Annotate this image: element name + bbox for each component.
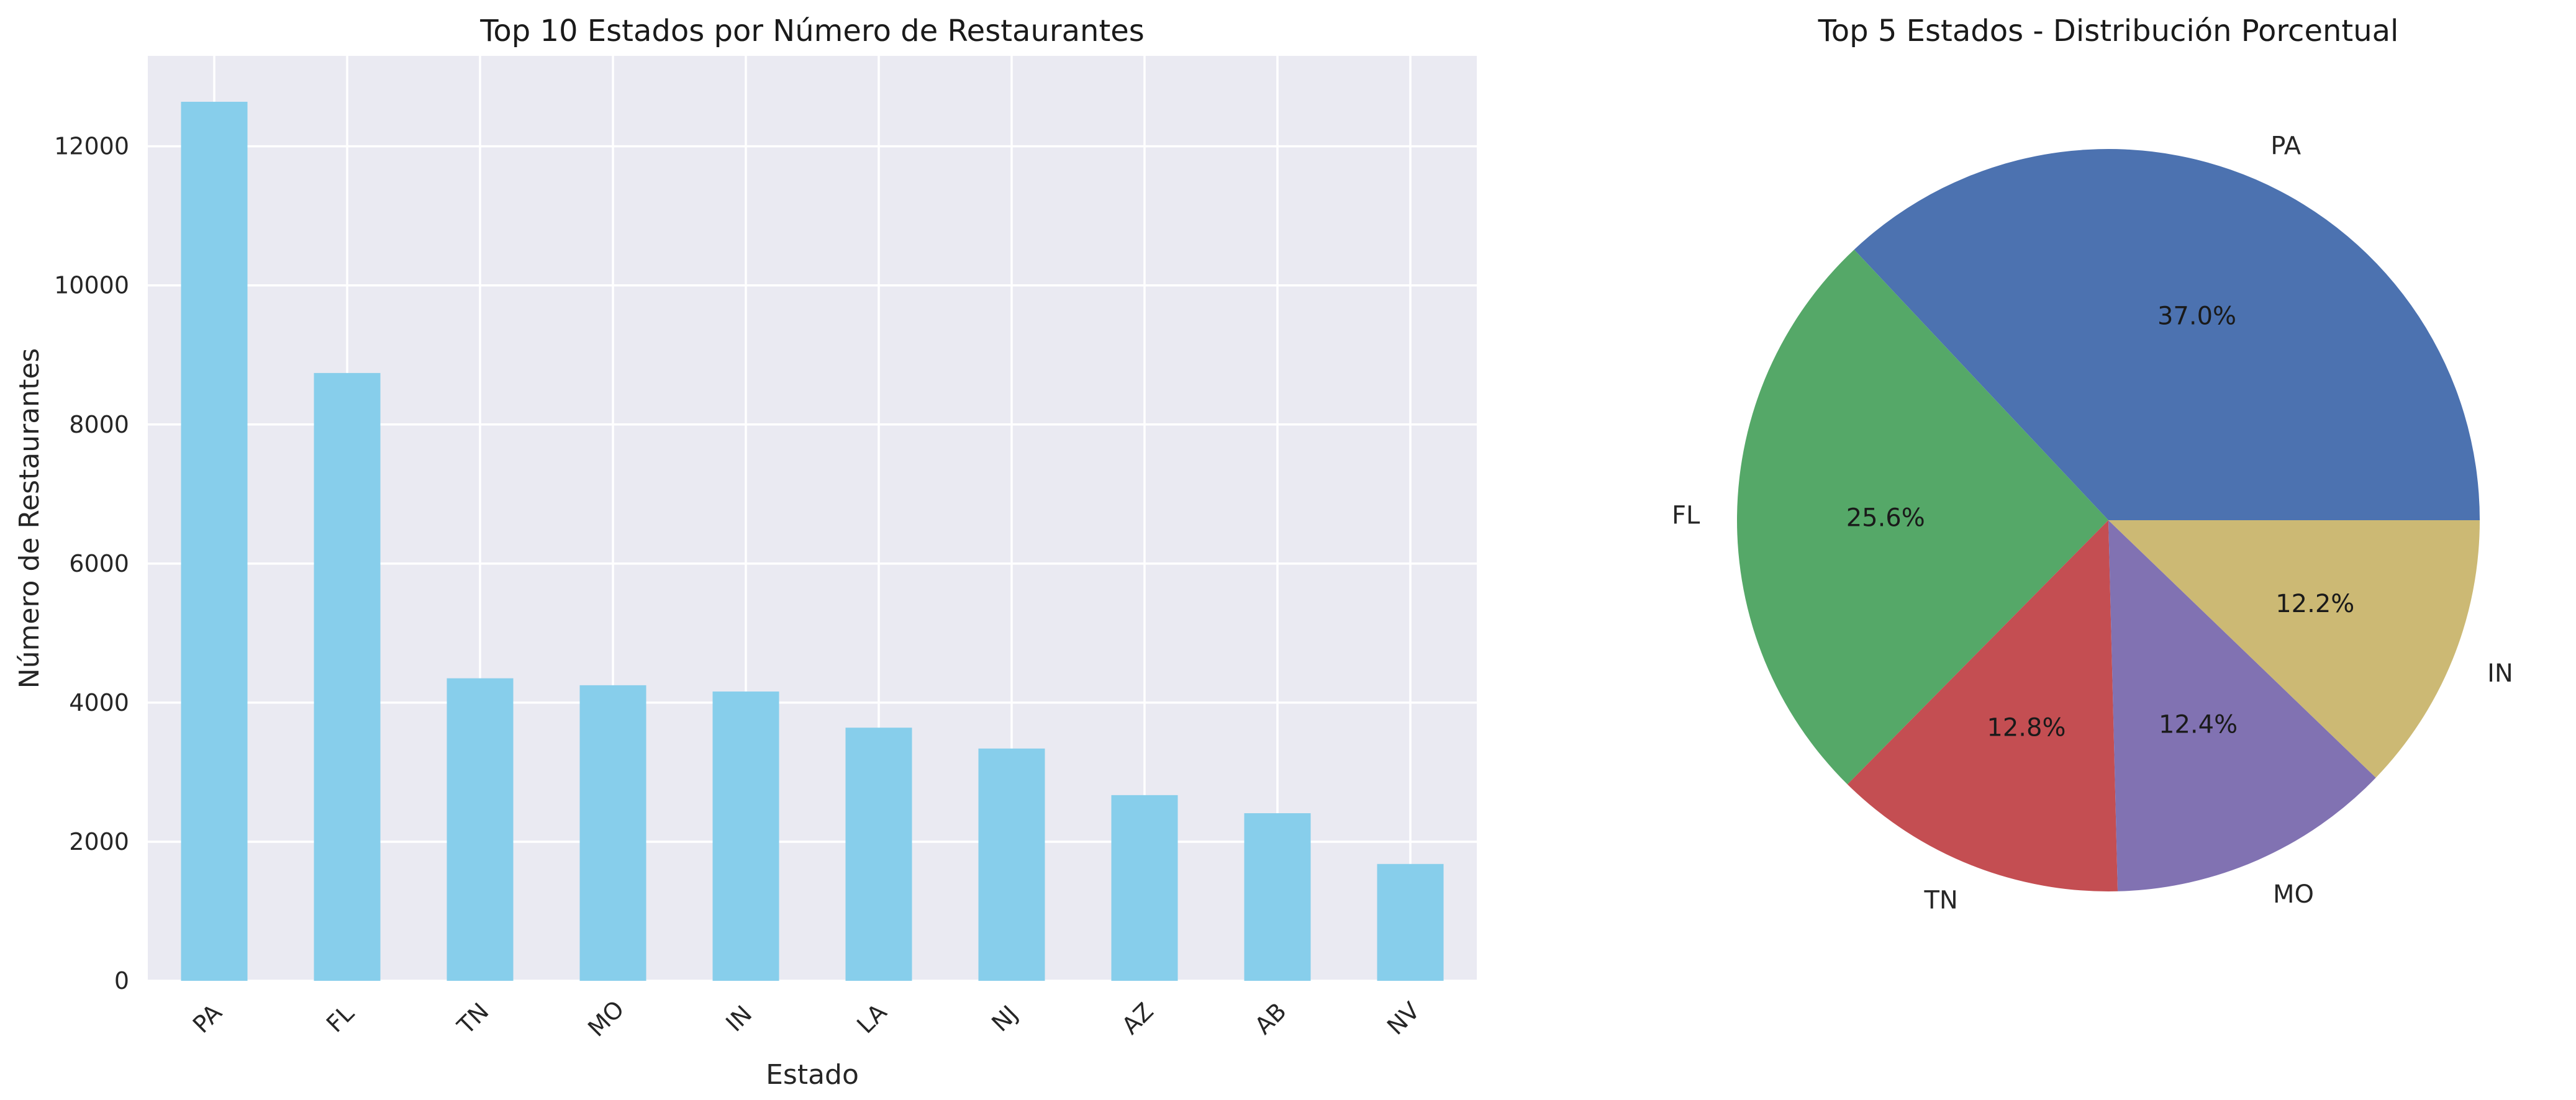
bar-pa [181,101,248,981]
pie-label: PA [2270,132,2302,160]
pie-label: FL [1672,502,1700,530]
pie-slice-tn [1847,520,2118,891]
bar-y-tick-label: 6000 [69,550,129,577]
pie-percent-label: 12.8% [1987,714,2066,742]
bar-in [712,691,779,981]
pie-slice-fl [1737,250,2108,785]
pie-percent-label: 25.6% [1846,503,1925,532]
bar-y-axis-label: Número de Restaurantes [14,348,45,689]
bar-x-tick-label: NJ [986,1000,1023,1037]
bar-x-tick-label: LA [851,998,892,1039]
bar-tn [447,678,514,981]
bar-y-tick-label: 4000 [69,689,129,716]
pie-slice-in [2108,520,2480,778]
bar-chart: 0 2000 4000 6000 8000 10000 12000 PA FL TN MO IN LA… [14,14,1477,1091]
bar-y-tick-label: 12000 [54,133,129,160]
bar-y-ticks: 0 2000 4000 6000 8000 10000 12000 [54,133,129,994]
pie-slice-pa [1854,149,2480,520]
bar-x-tick-label: IN [720,1000,757,1037]
bar-x-tick-label: FL [321,999,360,1038]
pie-percent-label: 12.2% [2275,590,2354,618]
bar-mo [579,685,646,981]
bar-y-tick-label: 0 [114,967,129,994]
pie-percent-label: 37.0% [2157,302,2236,331]
pie-chart-title: Top 5 Estados - Distribución Porcentual [1818,14,2399,48]
bar-x-tick-label: AZ [1117,998,1159,1040]
pie-label: MO [2273,880,2314,909]
pie-labels: PA 37.0% FL 25.6% TN 12.8% MO 12.4% IN 12.2% [1672,132,2513,914]
bar-la [845,728,912,981]
bar-fl [314,372,381,981]
bar-nv [1377,863,1444,981]
pie-slice-mo [2108,520,2376,891]
bar-x-tick-label: TN [451,998,494,1040]
bar-az [1111,795,1178,981]
bar-x-tick-label: MO [583,995,629,1042]
bar-x-tick-label: NV [1382,997,1425,1040]
pie-slices [1737,149,2480,891]
bar-chart-title: Top 10 Estados por Número de Restaurante… [479,14,1145,48]
bar-marks [181,101,1444,981]
bar-y-tick-label: 2000 [69,828,129,855]
bar-x-tick-label: AB [1249,998,1292,1040]
bar-ab [1244,813,1311,981]
bar-y-tick-label: 8000 [69,411,129,438]
bar-x-tick-label: PA [188,999,227,1039]
pie-chart: Top 5 Estados - Distribución Porcentual … [1672,14,2513,915]
bar-x-axis-label: Estado [766,1059,859,1091]
bar-x-ticks: PA FL TN MO IN LA NJ AZ AB NV [188,995,1425,1042]
bar-y-tick-label: 10000 [54,272,129,299]
bar-nj [978,748,1045,981]
pie-percent-label: 12.4% [2159,710,2238,739]
pie-label: TN [1923,886,1957,915]
pie-label: IN [2487,659,2513,688]
